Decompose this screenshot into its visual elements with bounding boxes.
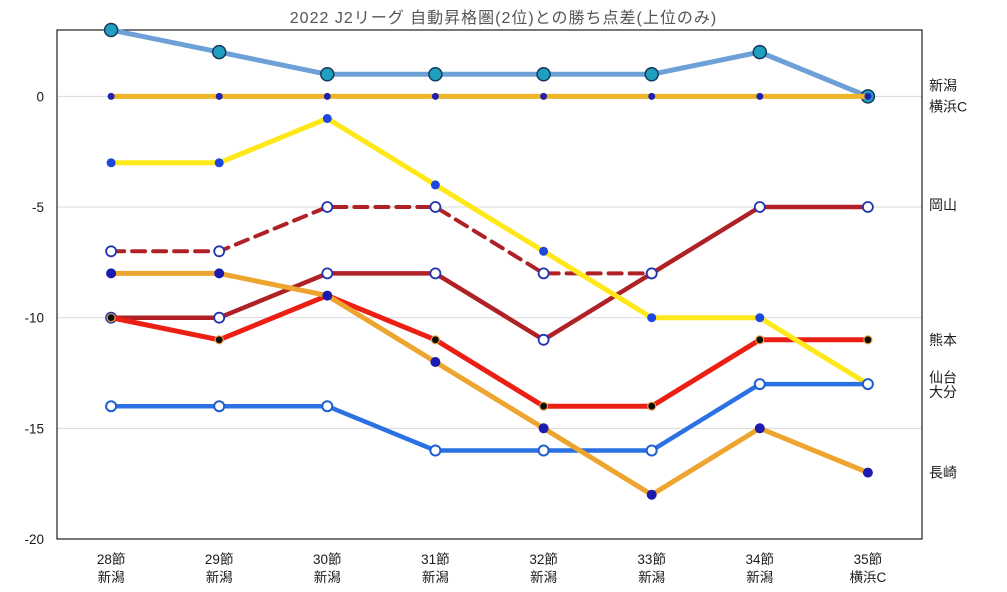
series-marker-sendai bbox=[106, 158, 116, 168]
series-marker-sendai bbox=[755, 313, 765, 323]
series-marker-niigata bbox=[428, 67, 443, 82]
y-tick-label: 0 bbox=[36, 89, 44, 104]
series-marker-nagasaki bbox=[430, 357, 441, 367]
series-marker-oita bbox=[537, 444, 550, 457]
series-label: 新潟 bbox=[929, 77, 957, 93]
x-tick-label: 35節 bbox=[854, 552, 883, 567]
series-marker-okayama bbox=[537, 333, 550, 346]
series-label: 仙台 bbox=[929, 369, 957, 385]
series-marker-nagasaki bbox=[862, 467, 873, 478]
series-marker-sendai bbox=[322, 114, 332, 123]
series-label: 岡山 bbox=[929, 197, 957, 213]
series-marker-oita bbox=[645, 444, 658, 457]
series-marker-nagasaki bbox=[106, 268, 117, 279]
series-marker-niigata bbox=[752, 44, 768, 60]
series-marker-okayama-dashed bbox=[213, 245, 226, 258]
y-tick-label: -5 bbox=[32, 200, 44, 215]
series-marker-yokohama-fc bbox=[215, 92, 223, 100]
series-marker-okayama bbox=[321, 267, 334, 280]
x-tick-label: 34節 bbox=[746, 552, 775, 567]
x-tick-label: 29節 bbox=[205, 552, 234, 567]
x-tick-label: 32節 bbox=[529, 552, 558, 567]
series-line-okayama-dashed bbox=[109, 205, 654, 276]
series-marker-kumamoto bbox=[863, 335, 873, 345]
x-tick-sublabel: 新潟 bbox=[314, 570, 341, 585]
x-tick-label: 30節 bbox=[313, 552, 342, 567]
series-marker-niigata bbox=[211, 44, 227, 60]
series-marker-nagasaki bbox=[214, 268, 225, 279]
series-marker-sendai bbox=[647, 313, 657, 323]
series-marker-oita bbox=[861, 378, 874, 391]
series-marker-niigata bbox=[320, 67, 335, 82]
series-marker-sendai bbox=[430, 180, 440, 190]
series-marker-yokohama-fc bbox=[323, 92, 331, 100]
series-marker-oita bbox=[213, 400, 226, 413]
series-line-nagasaki bbox=[108, 270, 871, 498]
series-marker-nagasaki bbox=[538, 423, 549, 434]
series-label: 熊本 bbox=[929, 332, 957, 348]
series-marker-oita bbox=[753, 378, 766, 391]
series-label: 大分 bbox=[929, 384, 957, 400]
x-tick-label: 31節 bbox=[421, 552, 450, 567]
x-tick-sublabel: 新潟 bbox=[422, 570, 449, 585]
x-tick-sublabel: 新潟 bbox=[206, 570, 233, 585]
series-marker-yokohama-fc bbox=[864, 92, 872, 100]
x-tick-sublabel: 新潟 bbox=[638, 570, 665, 585]
series-marker-okayama bbox=[753, 201, 766, 213]
series-marker-kumamoto bbox=[106, 313, 116, 323]
series-marker-oita bbox=[429, 444, 442, 457]
series-line-niigata bbox=[108, 27, 871, 99]
series-label: 横浜C bbox=[929, 98, 967, 114]
series-marker-okayama-dashed bbox=[105, 245, 117, 258]
series-marker-nagasaki bbox=[646, 489, 657, 500]
series-marker-okayama-dashed bbox=[537, 267, 550, 280]
series-marker-kumamoto bbox=[538, 401, 549, 411]
series-marker-yokohama-fc bbox=[540, 92, 548, 100]
series-marker-okayama bbox=[429, 267, 442, 280]
series-marker-yokohama-fc bbox=[648, 92, 656, 100]
series-marker-yokohama-fc bbox=[756, 92, 764, 100]
series-marker-okayama bbox=[862, 201, 874, 213]
series-marker-nagasaki bbox=[322, 290, 333, 301]
series-marker-yokohama-fc bbox=[431, 92, 439, 100]
series-marker-sendai bbox=[539, 246, 549, 256]
series-marker-okayama-dashed bbox=[321, 201, 334, 213]
series-marker-niigata bbox=[644, 67, 659, 82]
series-label: 長崎 bbox=[929, 465, 957, 481]
series-marker-kumamoto bbox=[430, 335, 440, 345]
series-line-kumamoto bbox=[108, 293, 871, 409]
series-marker-niigata bbox=[103, 22, 119, 38]
series-marker-nagasaki bbox=[754, 423, 765, 434]
x-tick-sublabel: 新潟 bbox=[746, 570, 773, 585]
series-marker-okayama-dashed bbox=[429, 201, 442, 213]
series-marker-okayama bbox=[213, 311, 226, 324]
series-line-oita bbox=[108, 381, 871, 453]
x-tick-sublabel: 新潟 bbox=[98, 570, 125, 585]
series-marker-oita bbox=[105, 400, 118, 413]
x-tick-sublabel: 新潟 bbox=[530, 570, 557, 585]
x-tick-label: 33節 bbox=[637, 552, 666, 567]
y-tick-label: -15 bbox=[24, 421, 44, 436]
x-tick-label: 28節 bbox=[97, 552, 126, 567]
series-marker-kumamoto bbox=[214, 335, 224, 345]
chart-title: 2022 J2リーグ 自動昇格圏(2位)との勝ち点差(上位のみ) bbox=[289, 10, 718, 27]
series-line-okayama bbox=[108, 204, 871, 343]
x-tick-sublabel: 横浜C bbox=[850, 570, 887, 585]
series-marker-sendai bbox=[214, 158, 224, 168]
plot-border bbox=[56, 29, 923, 540]
series-line-sendai bbox=[108, 116, 871, 387]
series-marker-kumamoto bbox=[755, 335, 765, 345]
series-marker-okayama bbox=[645, 267, 658, 280]
series-marker-kumamoto bbox=[647, 401, 657, 411]
series-marker-yokohama-fc bbox=[107, 92, 115, 100]
y-tick-label: -10 bbox=[24, 311, 44, 326]
series-marker-niigata bbox=[536, 67, 551, 82]
series-marker-oita bbox=[321, 400, 334, 413]
y-tick-label: -20 bbox=[24, 532, 44, 547]
